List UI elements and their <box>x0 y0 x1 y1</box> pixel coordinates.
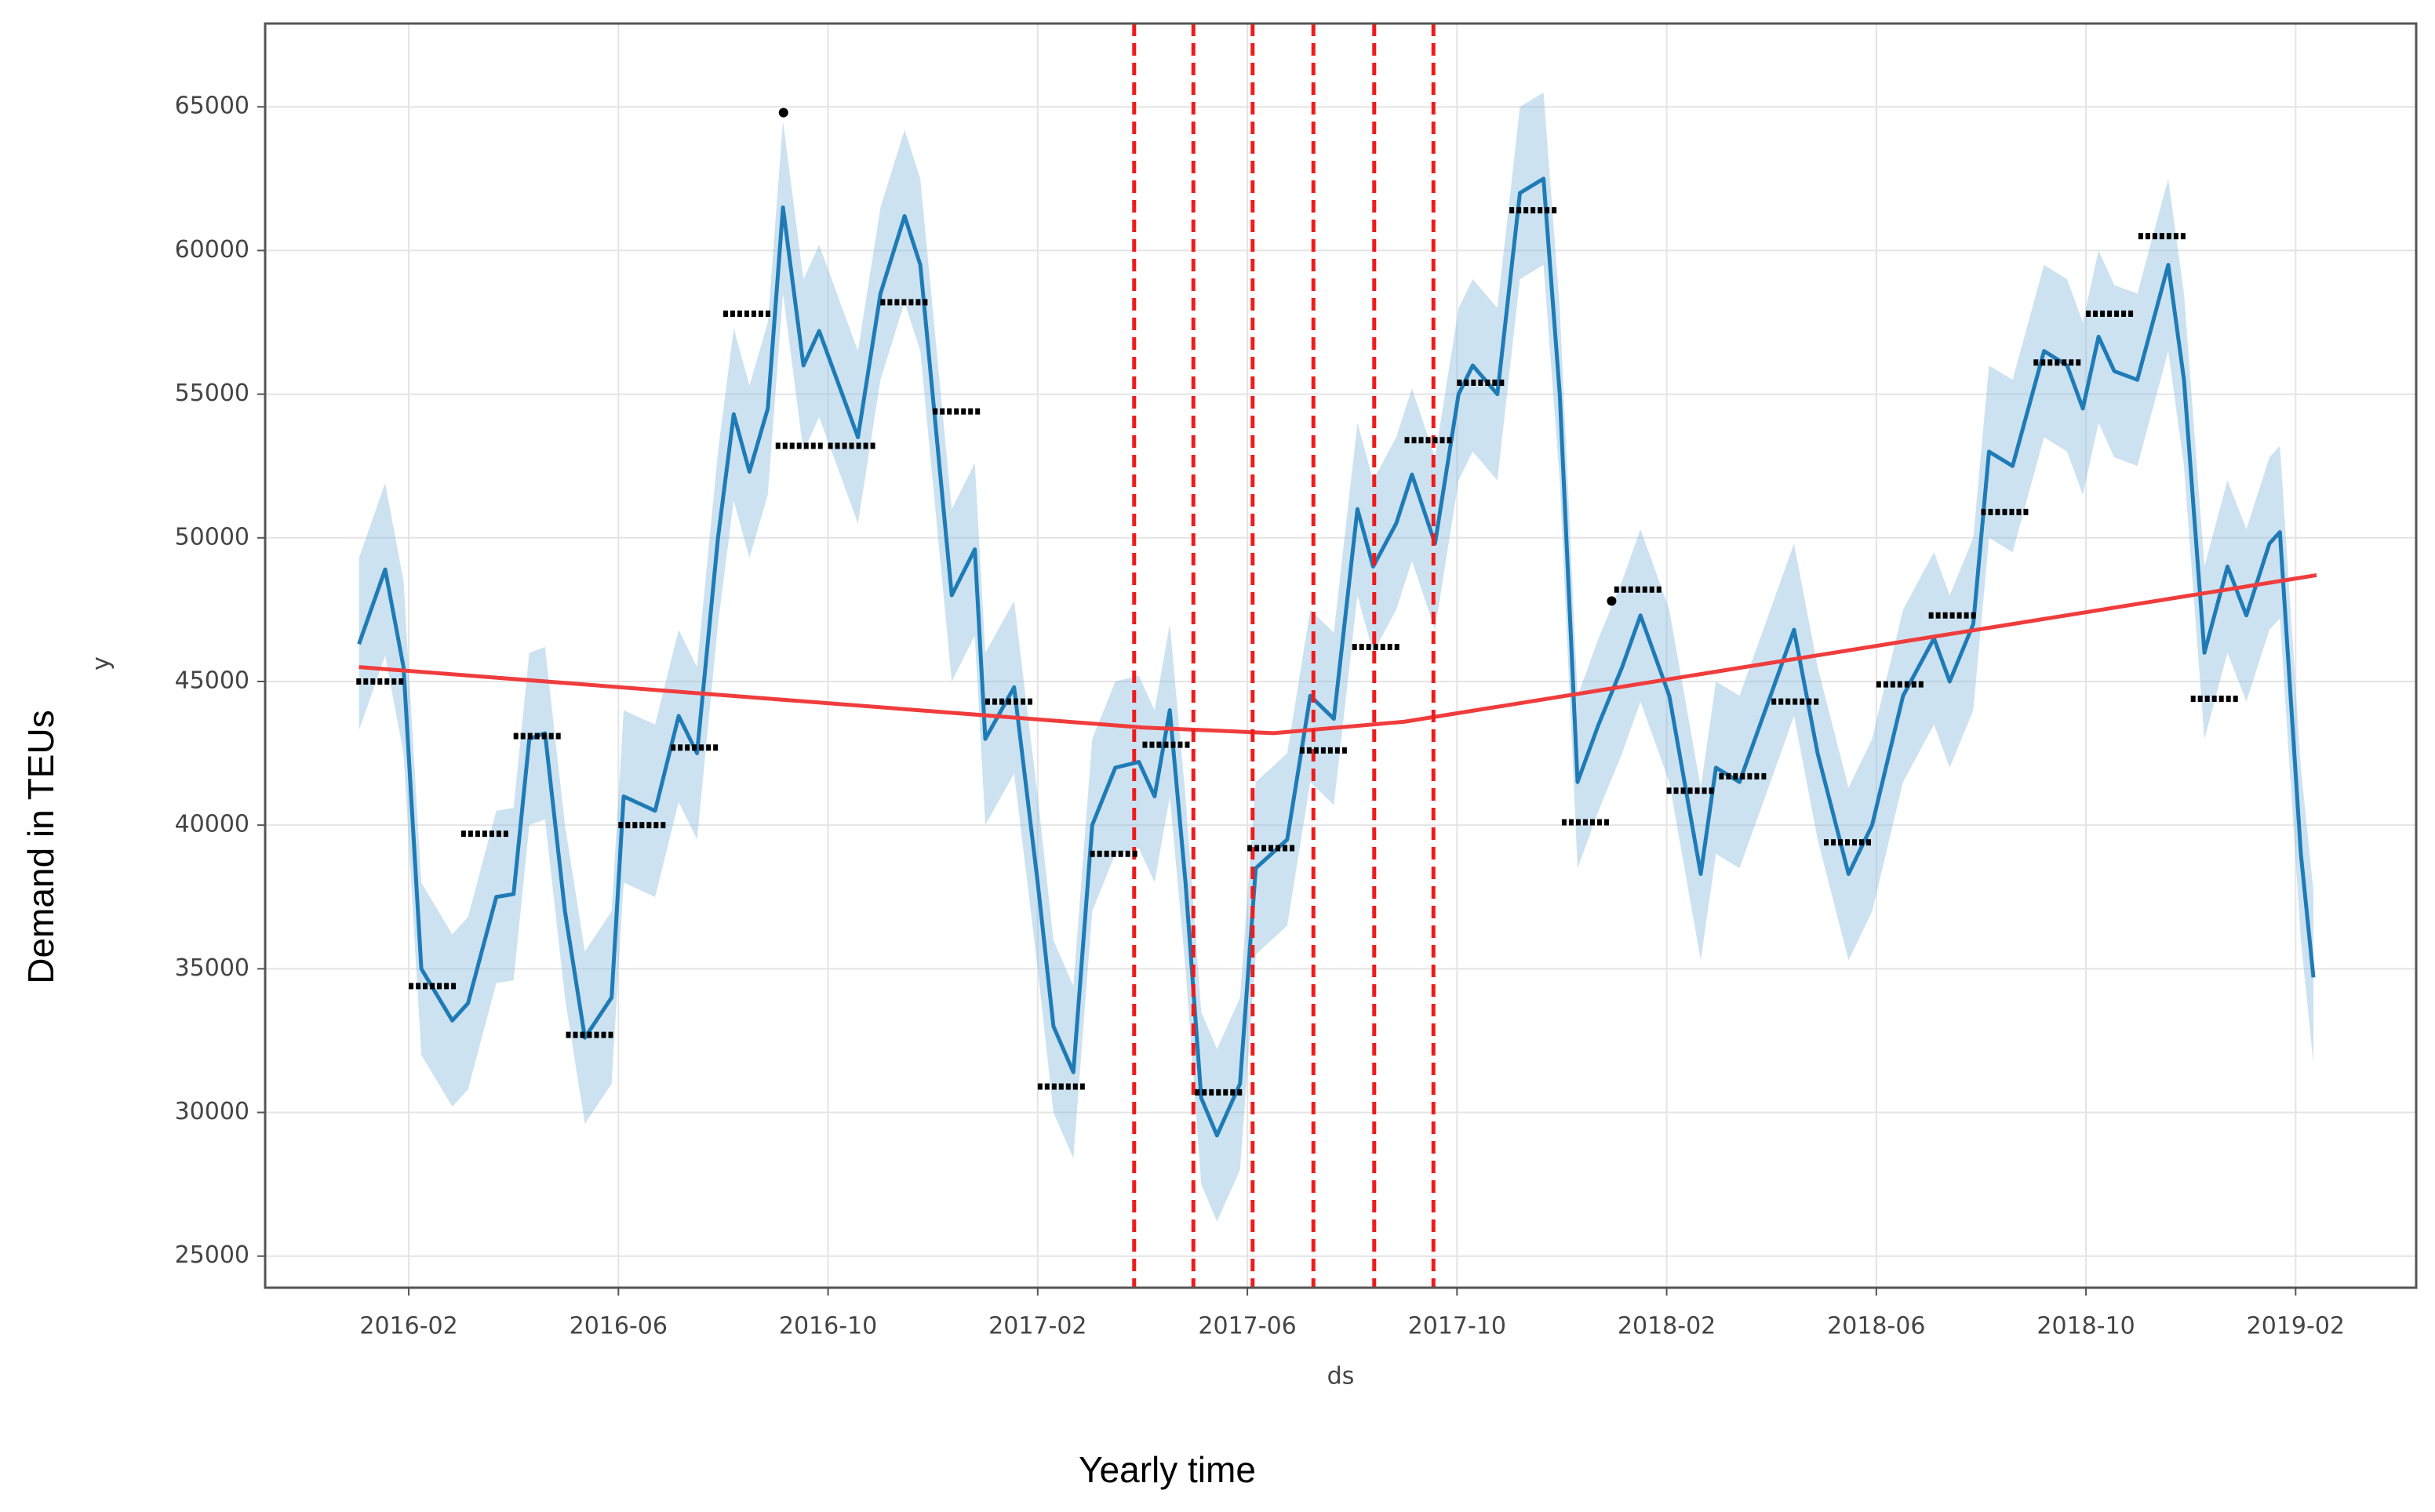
outer-x-label: Yearly time <box>1079 1449 1256 1490</box>
x-tick-label: 2018-10 <box>2036 1313 2135 1340</box>
outlier-point <box>778 107 788 118</box>
x-tick-label: 2019-02 <box>2247 1313 2345 1340</box>
y-tick-label: 60000 <box>175 236 249 264</box>
y-tick-label: 50000 <box>175 523 249 551</box>
x-tick-label: 2017-06 <box>1198 1313 1296 1340</box>
y-tick-label: 45000 <box>175 667 249 694</box>
x-tick-label: 2017-02 <box>988 1313 1086 1340</box>
y-tick-label: 55000 <box>175 380 249 407</box>
grid <box>257 24 2416 1296</box>
y-tick-label: 25000 <box>175 1241 249 1269</box>
forecast-line <box>357 176 2316 1138</box>
outer-y-label: Demand in TEUs <box>20 710 61 983</box>
x-tick-label: 2017-10 <box>1408 1313 1506 1340</box>
x-tick-label: 2016-10 <box>779 1313 877 1340</box>
trend-line <box>359 572 2317 736</box>
y-axis-label: y <box>88 656 115 671</box>
y-tick-label: 35000 <box>175 954 249 982</box>
x-tick-label: 2018-02 <box>1618 1313 1716 1340</box>
x-tick-label: 2018-06 <box>1827 1313 1925 1340</box>
x-axis-label: ds <box>1327 1363 1355 1390</box>
outlier-point <box>1607 596 1617 606</box>
y-tick-label: 30000 <box>175 1098 249 1125</box>
y-tick-label: 65000 <box>175 93 249 120</box>
uncertainty-band <box>359 92 2314 1222</box>
plot-frame <box>264 22 2418 1289</box>
y-tick-label: 40000 <box>175 811 249 838</box>
data <box>356 24 2317 1288</box>
x-tick-label: 2016-02 <box>359 1313 457 1340</box>
x-tick-label: 2016-06 <box>570 1313 668 1340</box>
